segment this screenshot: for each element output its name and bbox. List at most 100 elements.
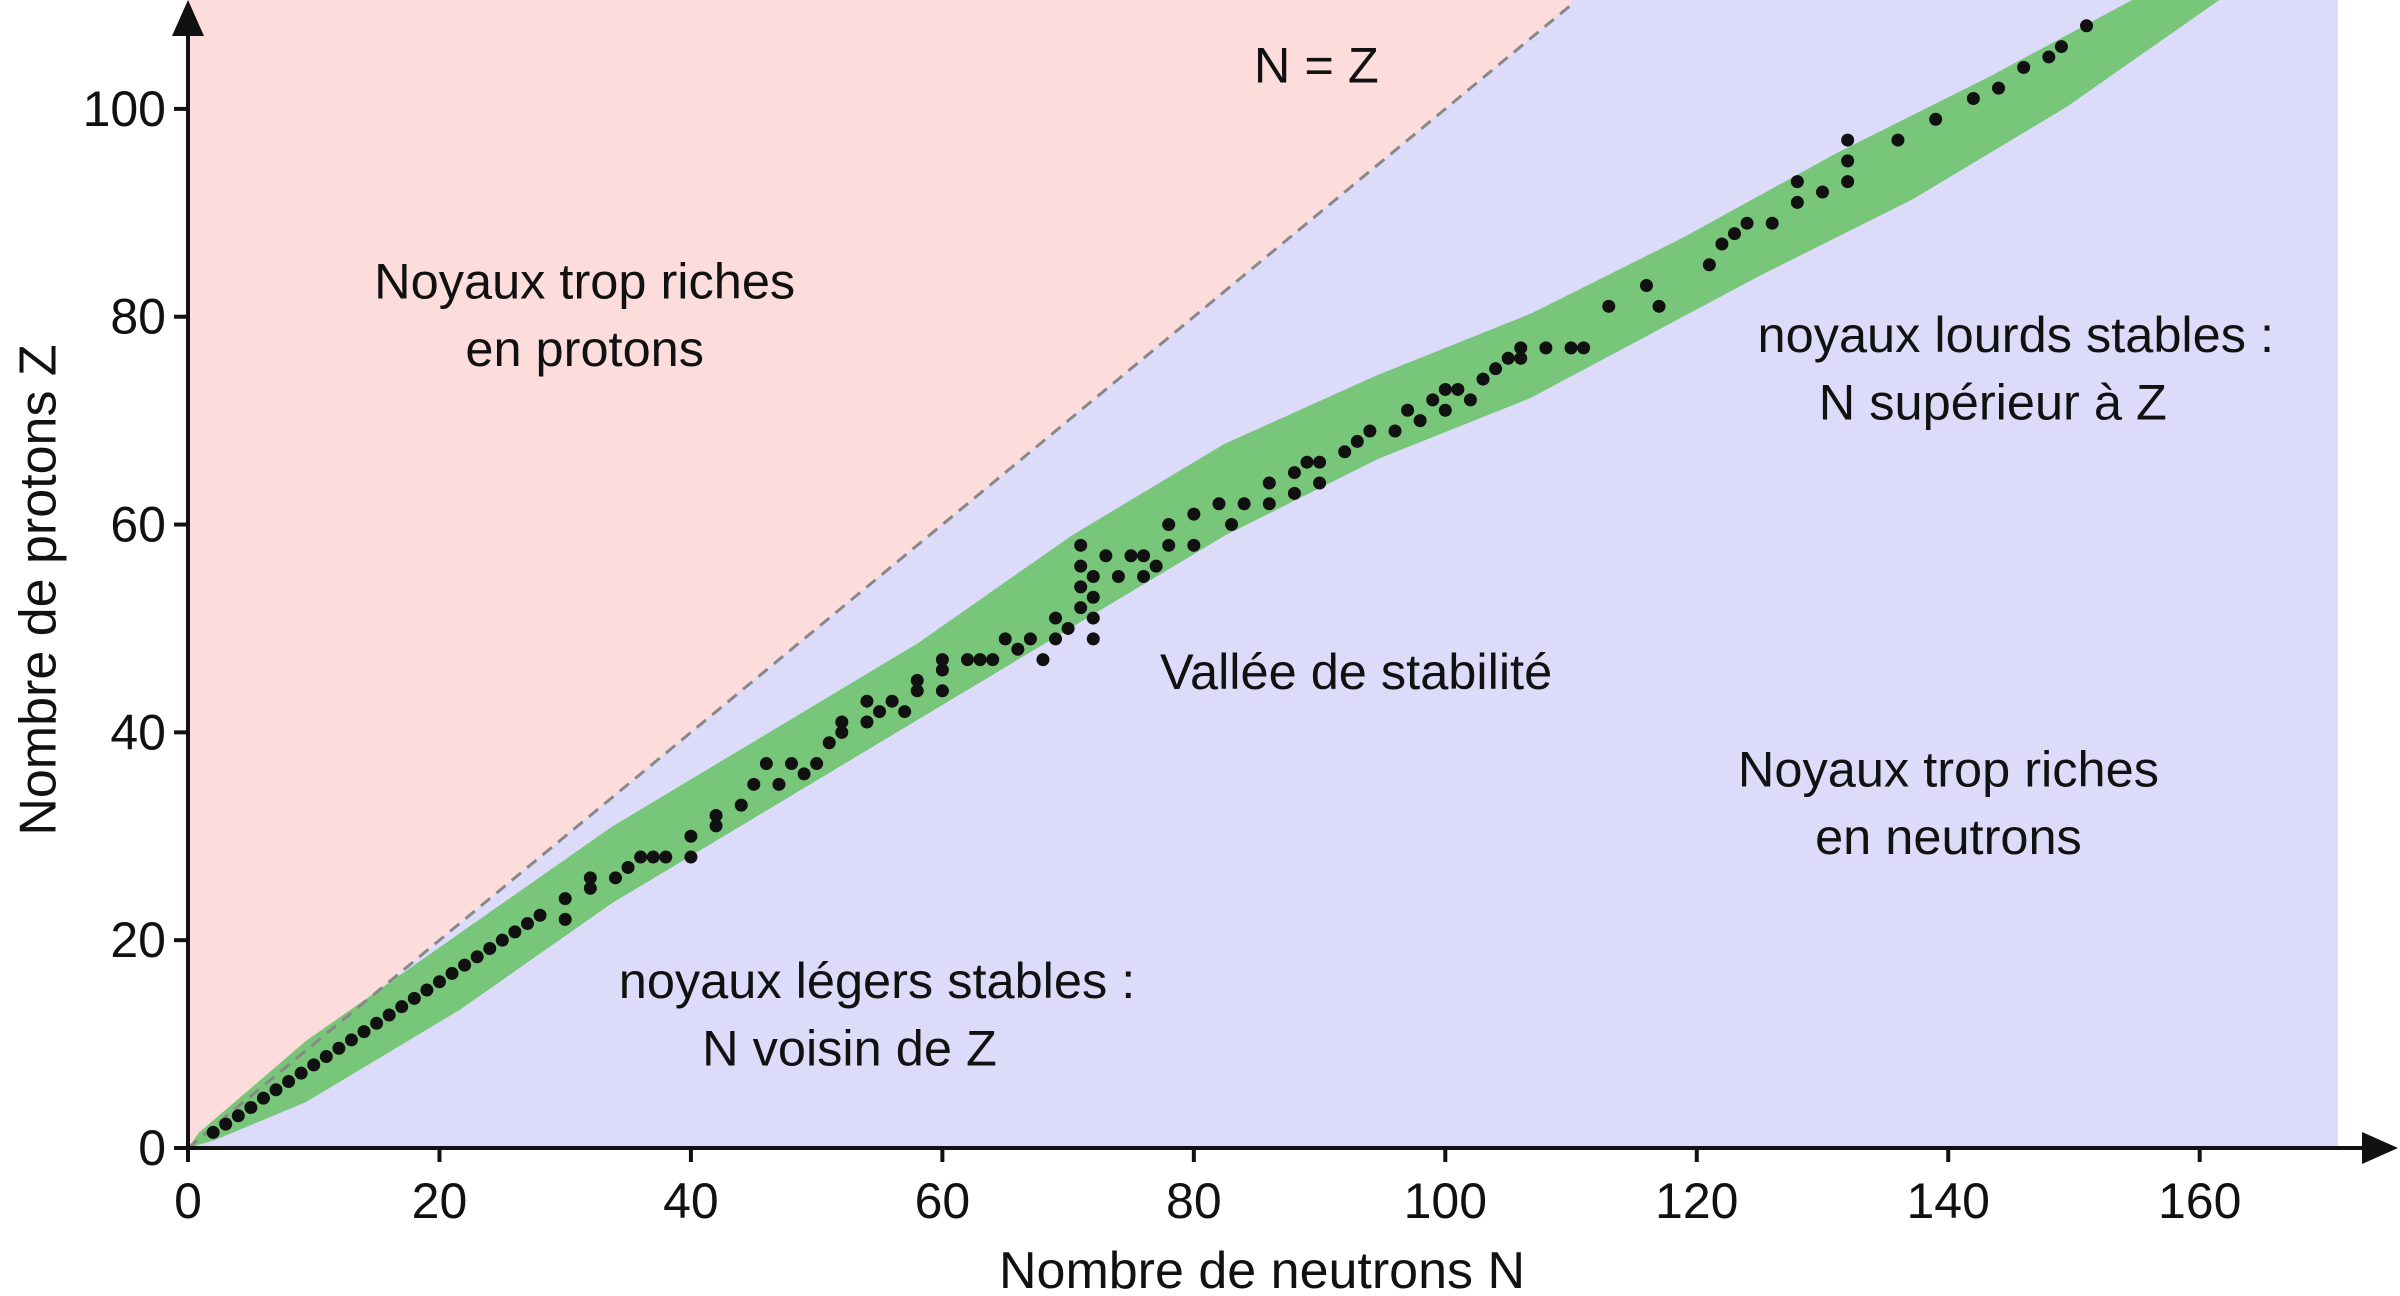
x-tick-label: 60 (915, 1173, 971, 1229)
point (1137, 570, 1151, 583)
point (1413, 414, 1427, 428)
point (470, 950, 484, 964)
point (1099, 549, 1113, 563)
point (1438, 382, 1452, 396)
point (1388, 424, 1402, 438)
point (1086, 611, 1100, 625)
point (1463, 393, 1477, 407)
point (1514, 351, 1528, 365)
annotation: noyaux légers stables : (619, 952, 1136, 1009)
point (709, 819, 723, 833)
point (1816, 185, 1830, 199)
x-tick-label: 160 (2158, 1173, 2241, 1229)
point (1841, 133, 1855, 147)
axes (172, 0, 2398, 1164)
point (1438, 403, 1452, 417)
annotation: N supérieur à Z (1819, 373, 2167, 430)
point (1350, 434, 1364, 448)
annotation: Vallée de stabilité (1160, 643, 1552, 700)
point (1514, 341, 1528, 355)
point (659, 850, 673, 864)
point (1727, 227, 1741, 241)
point (583, 871, 597, 885)
annotation: Noyaux trop riches (1738, 741, 2159, 798)
point (1124, 549, 1138, 563)
point (1287, 486, 1301, 500)
point (1702, 258, 1716, 272)
point (2042, 50, 2056, 64)
point (269, 1083, 283, 1097)
point (1074, 559, 1088, 573)
point (1841, 154, 1855, 168)
point (520, 917, 534, 931)
point (495, 933, 509, 947)
point (998, 632, 1012, 646)
annotations: Noyaux trop riches en protons N = Z Vall… (374, 37, 2274, 1077)
point (1149, 559, 1163, 573)
point (344, 1033, 358, 1047)
annotation: Noyaux trop riches (374, 252, 795, 309)
point (1162, 538, 1176, 552)
point (508, 925, 522, 939)
point (822, 736, 836, 750)
point (357, 1025, 371, 1039)
point (1476, 372, 1490, 386)
point (1313, 455, 1327, 469)
point (1740, 216, 1754, 230)
point (621, 860, 635, 874)
valley-layer (188, 0, 2220, 1148)
point (282, 1074, 296, 1088)
point (797, 767, 811, 781)
point (1086, 570, 1100, 583)
point (458, 958, 472, 972)
point (256, 1091, 270, 1105)
point (1338, 445, 1352, 459)
point (860, 694, 874, 708)
point (646, 850, 660, 864)
point (1074, 580, 1088, 594)
annotation: en protons (465, 320, 704, 377)
point (684, 829, 698, 843)
point (370, 1016, 384, 1030)
point (558, 892, 572, 906)
point (785, 757, 799, 771)
point (420, 983, 434, 997)
point (973, 653, 987, 667)
point (1212, 497, 1226, 511)
y-tick-label: 0 (138, 1120, 166, 1176)
y-tick-label: 100 (83, 81, 166, 137)
point (2080, 19, 2094, 33)
point (935, 684, 949, 698)
point (1841, 175, 1855, 189)
point (319, 1050, 333, 1064)
y-tick-label: 60 (110, 497, 166, 553)
point (1074, 601, 1088, 615)
point (332, 1041, 346, 1055)
point (1049, 611, 1063, 625)
point (483, 941, 497, 955)
point (910, 673, 924, 687)
point (608, 871, 622, 885)
point (432, 975, 446, 989)
point (1162, 518, 1176, 532)
valley-band (188, 0, 2220, 1148)
x-axis-title: Nombre de neutrons N (999, 1242, 1525, 1296)
point (445, 966, 459, 980)
point (961, 653, 975, 667)
point (583, 881, 597, 895)
point (294, 1066, 308, 1080)
point (1966, 92, 1980, 106)
point (1426, 393, 1440, 407)
x-tick-label: 140 (1907, 1173, 1990, 1229)
x-tick-label: 20 (412, 1173, 468, 1229)
point (307, 1058, 321, 1072)
point (1086, 590, 1100, 604)
y-axis-title: Nombre de protons Z (10, 344, 68, 835)
x-tick-label: 100 (1404, 1173, 1487, 1229)
x-tick-label: 80 (1166, 1173, 1222, 1229)
annotation: en neutrons (1815, 808, 2082, 865)
point (382, 1008, 396, 1022)
point (1262, 476, 1276, 490)
